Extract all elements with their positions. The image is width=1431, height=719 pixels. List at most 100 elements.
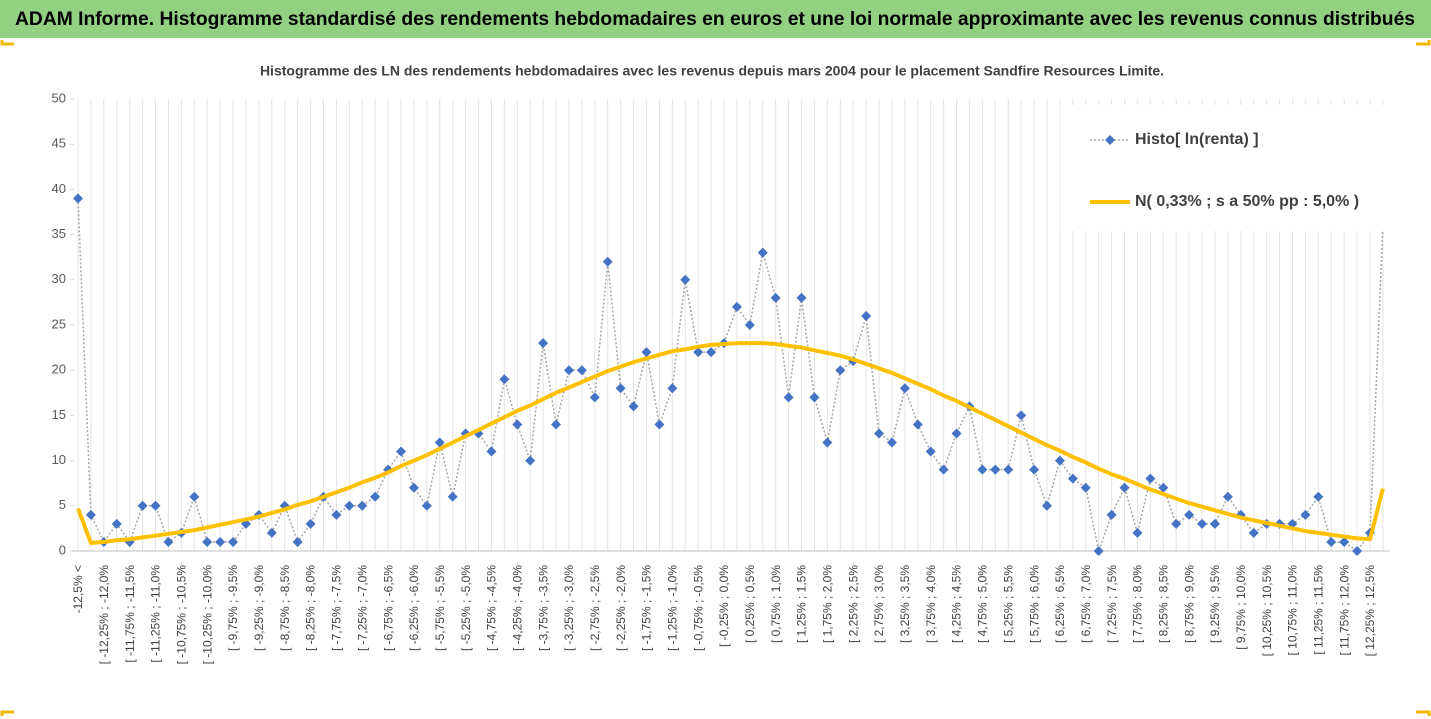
data-point: [809, 392, 820, 403]
x-tick-label: [ -9,75% ; -9,5%: [226, 565, 240, 651]
data-point: [1339, 536, 1350, 547]
data-point: [783, 392, 794, 403]
data-point: [150, 500, 161, 511]
x-tick-label: [ -0,25% ; 0,0%: [717, 565, 731, 647]
data-point: [977, 464, 988, 475]
x-tick-label: [ -7,25% ; -7,0%: [355, 565, 369, 651]
data-point: [538, 338, 549, 349]
x-tick-label: [ -6,75% ; -6,5%: [381, 565, 395, 651]
data-point: [163, 536, 174, 547]
data-point: [1093, 546, 1104, 556]
x-tick-label: [ -11,25% ; -11,0%: [149, 565, 163, 663]
data-point: [641, 347, 652, 358]
data-point: [770, 292, 781, 303]
x-tick-label: [ 10,75% ; 11,0%: [1286, 565, 1300, 656]
data-point: [1132, 527, 1143, 538]
data-point: [512, 419, 523, 430]
data-point: [111, 518, 122, 529]
data-point: [292, 536, 303, 547]
data-point: [938, 464, 949, 475]
x-tick-label: [ 3,25% ; 3,5%: [898, 565, 912, 643]
data-point: [628, 401, 639, 412]
x-tick-label: [ 1,25% ; 1,5%: [795, 565, 809, 643]
data-point: [499, 374, 510, 385]
x-tick-label: [ 8,75% ; 9,0%: [1182, 565, 1196, 643]
x-tick-label: [ 11,25% ; 11,5%: [1311, 565, 1325, 655]
x-tick-label: [ 4,25% ; 4,5%: [950, 565, 964, 643]
data-point: [874, 428, 885, 439]
data-point: [654, 419, 665, 430]
data-point: [228, 536, 239, 547]
data-point: [1352, 546, 1363, 556]
data-point: [589, 392, 600, 403]
data-point: [1184, 509, 1195, 520]
x-tick-label: [ 7,25% ; 7,5%: [1105, 565, 1119, 643]
legend-box: [1060, 105, 1390, 231]
corner: [1416, 710, 1431, 716]
data-point: [1313, 491, 1324, 502]
x-tick-label: [ -5,25% ; -5,0%: [459, 565, 473, 651]
data-point: [434, 437, 445, 448]
data-point: [1106, 509, 1117, 520]
data-point: [680, 274, 691, 285]
x-tick-label: [ -10,75% ; -10,5%: [175, 565, 189, 665]
data-point: [1145, 473, 1156, 484]
x-tick-label: [ 8,25% ; 8,5%: [1156, 565, 1170, 643]
data-point: [1042, 500, 1052, 511]
data-point: [202, 536, 213, 547]
data-point: [925, 446, 936, 457]
data-point: [551, 419, 562, 430]
x-tick-label: [ 0,25% ; 0,5%: [743, 565, 757, 643]
y-tick-label: 35: [52, 226, 66, 241]
data-point: [1300, 509, 1311, 520]
data-point: [1067, 473, 1078, 484]
corner: [1416, 40, 1431, 46]
x-tick-label: [ -4,25% ; -4,0%: [510, 565, 524, 651]
data-point: [215, 536, 226, 547]
data-point: [822, 437, 833, 448]
data-point: [1171, 518, 1182, 529]
y-tick-label: 10: [52, 452, 66, 467]
x-tick-label: [ -7,75% ; -7,5%: [330, 565, 344, 651]
x-tick-label: [ 12,25% ; 12,5%: [1363, 565, 1377, 657]
data-point: [886, 437, 897, 448]
data-point: [1222, 491, 1233, 502]
x-tick-label: [ 6,75% ; 7,0%: [1079, 565, 1093, 643]
x-tick-label: [ 7,75% ; 8,0%: [1131, 565, 1145, 643]
data-point: [1197, 518, 1208, 529]
data-point: [912, 419, 923, 430]
x-tick-label: [ -0,75% ; -0,5%: [691, 565, 705, 651]
data-point: [266, 527, 277, 538]
data-point: [331, 509, 342, 520]
y-tick-label: 50: [52, 90, 66, 105]
data-point: [137, 500, 148, 511]
data-point: [73, 193, 83, 204]
y-tick-label: 15: [52, 407, 66, 422]
data-point: [486, 446, 497, 457]
data-point: [1080, 482, 1091, 493]
data-point: [990, 464, 1001, 475]
data-point: [861, 310, 872, 321]
x-tick-label: [ 2,25% ; 2,5%: [846, 565, 860, 643]
data-point: [1054, 455, 1065, 466]
data-point: [421, 500, 432, 511]
corner: [0, 40, 14, 46]
data-point: [525, 455, 536, 466]
data-point: [396, 446, 406, 457]
series-line: [76, 341, 1385, 545]
data-point: [1248, 527, 1259, 538]
y-tick-label: 0: [59, 542, 66, 557]
x-tick-label: [ -2,75% ; -2,5%: [588, 565, 602, 651]
x-tick-label: [ 9,75% ; 10,0%: [1234, 565, 1248, 650]
x-tick-label: [ 5,75% ; 6,0%: [1027, 565, 1041, 643]
data-point: [1016, 410, 1027, 421]
data-point: [602, 256, 613, 267]
header-bar: [0, 0, 1431, 38]
x-tick-label: [ 9,25% ; 9,5%: [1208, 565, 1222, 643]
data-point: [305, 518, 316, 529]
x-tick-label: -12,5% <: [71, 565, 85, 613]
x-tick-label: [ -3,25% ; -3,0%: [562, 565, 576, 651]
data-point: [1158, 482, 1169, 493]
x-tick-label: [ -12,25% ; -12,0%: [97, 565, 111, 665]
